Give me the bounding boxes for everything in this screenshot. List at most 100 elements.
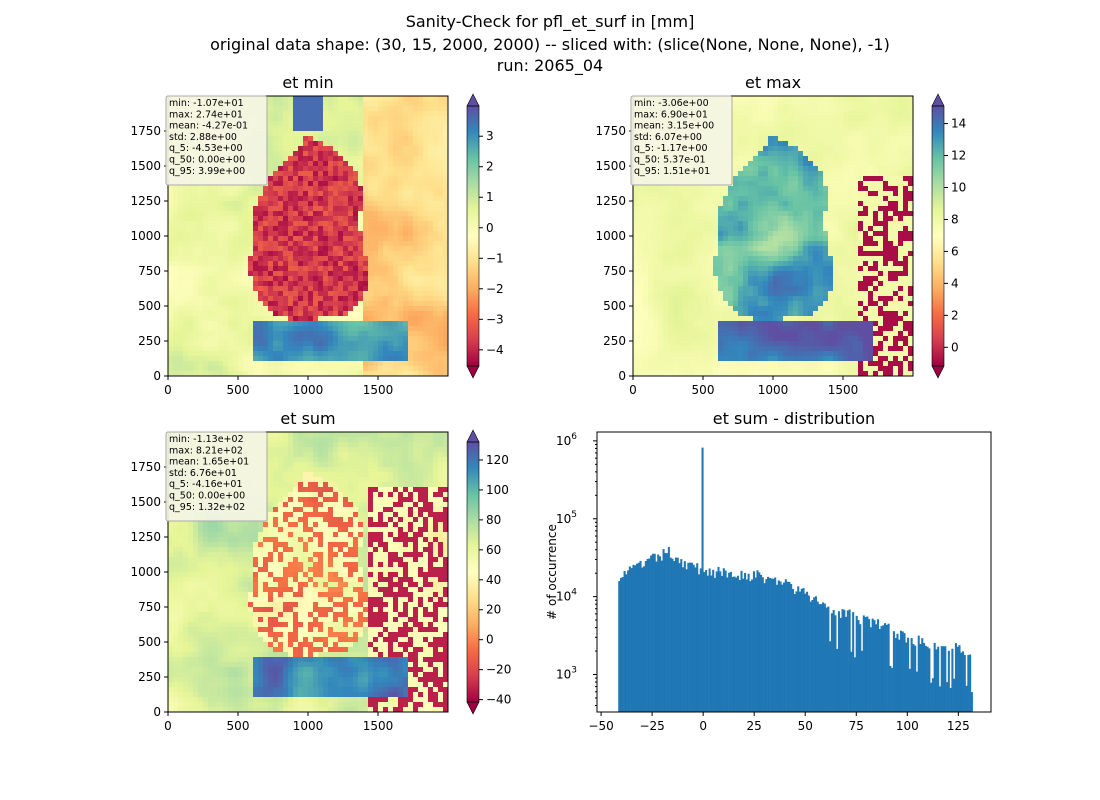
heatmap-cell [213,286,219,292]
heatmap-cell [243,271,249,277]
heatmap-cell [268,106,274,112]
colorbar-frame [466,105,480,367]
heatmap-cell [298,166,304,172]
heatmap-cell [408,151,414,157]
heatmap-cell [313,351,319,357]
heatmap-cell [378,211,384,217]
heatmap-cell [808,191,814,197]
heatmap-cell [238,356,244,362]
heatmap-cell [403,186,409,192]
heatmap-cell [808,226,814,232]
heatmap-cell [353,196,359,202]
heatmap-cell [328,171,334,177]
heatmap-cell [408,361,414,367]
heatmap-cell [853,176,859,182]
heatmap-cell [378,206,384,212]
heatmap-cell [313,241,319,247]
heatmap-cell [178,271,184,277]
heatmap-cell [698,231,704,237]
heatmap-cell [908,131,914,137]
heatmap-cell [838,156,844,162]
heatmap-cell [408,216,414,222]
heatmap-cell [313,131,319,137]
heatmap-cell [838,166,844,172]
heatmap-cell [273,201,279,207]
heatmap-cell [783,186,789,192]
heatmap-cell [823,151,829,157]
heatmap-cell [428,191,434,197]
heatmap-cell [183,351,189,357]
heatmap-cell [363,241,369,247]
heatmap-cell [788,131,794,137]
heatmap-cell [418,181,424,187]
heatmap-cell [643,256,649,262]
heatmap-cell [778,201,784,207]
heatmap-cell [393,331,399,337]
heatmap-cell [778,136,784,142]
heatmap-cell [413,196,419,202]
heatmap-cell [283,241,289,247]
colorbar-tick-label: −1 [486,251,504,265]
heatmap-cell [368,241,374,247]
heatmap-cell [303,171,309,177]
heatmap-cell [263,221,269,227]
heatmap-cell [763,221,769,227]
heatmap-cell [363,106,369,112]
heatmap-cell [428,186,434,192]
heatmap-cell [773,121,779,127]
heatmap-cell [388,211,394,217]
heatmap-cell [168,241,174,247]
heatmap-cell [808,211,814,217]
heatmap-cell [423,361,429,367]
heatmap-cell [263,356,269,362]
heatmap-cell [328,251,334,257]
heatmap-cell [833,176,839,182]
heatmap-cell [768,226,774,232]
heatmap-cell [833,226,839,232]
heatmap-cell [753,146,759,152]
heatmap-cell [863,206,869,212]
heatmap-cell [318,361,324,367]
heatmap-cell [228,206,234,212]
heatmap-cell [268,211,274,217]
heatmap-cell [793,186,799,192]
heatmap-cell [443,131,449,137]
heatmap-cell [633,196,639,202]
heatmap-cell [888,211,894,217]
heatmap-cell [208,301,214,307]
heatmap-cell [863,246,869,252]
heatmap-cell [398,96,404,102]
heatmap-cell [858,126,864,132]
heatmap-cell [348,371,354,377]
heatmap-cell [268,241,274,247]
heatmap-cell [298,201,304,207]
heatmap-cell [328,256,334,262]
heatmap-cell [223,206,229,212]
heatmap-cell [438,326,444,332]
heatmap-cell [273,191,279,197]
heatmap-cell [428,371,434,377]
heatmap-cell [318,151,324,157]
heatmap-cell [238,296,244,302]
heatmap-cell [643,226,649,232]
heatmap-cell [193,216,199,222]
heatmap-cell [208,356,214,362]
heatmap-cell [768,131,774,137]
heatmap-cell [723,236,729,242]
heatmap-cell [368,231,374,237]
heatmap-cell [308,161,314,167]
heatmap-cell [743,226,749,232]
heatmap-cell [683,196,689,202]
heatmap-cell [708,241,714,247]
heatmap-cell [383,301,389,307]
heatmap-cell [293,176,299,182]
heatmap-cell [343,111,349,117]
heatmap-cell [243,366,249,372]
heatmap-cell [278,361,284,367]
heatmap-cell [413,106,419,112]
heatmap-cell [343,351,349,357]
heatmap-cell [408,371,414,377]
heatmap-cell [318,201,324,207]
heatmap-cell [298,236,304,242]
heatmap-cell [428,271,434,277]
